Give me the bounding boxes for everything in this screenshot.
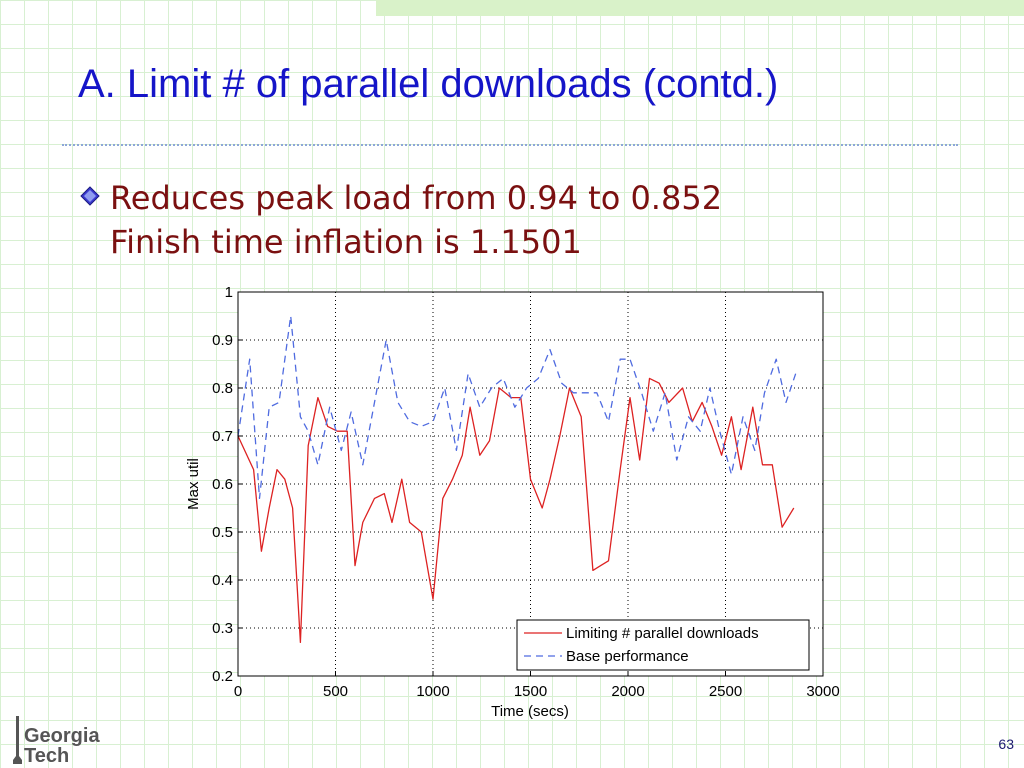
y-tick-label: 0.6 [212,476,233,493]
y-tick-label: 0.8 [212,380,233,397]
bullet-line-1: Reduces peak load from 0.94 to 0.852 [110,179,723,217]
y-tick-label: 0.4 [212,572,233,589]
x-axis-label: Time (secs) [491,703,569,720]
x-tick-label: 3000 [806,683,839,700]
y-tick-label: 0.2 [212,668,233,685]
series-line-limiting [237,377,795,644]
slide-title: A. Limit # of parallel downloads (contd.… [78,62,779,106]
y-tick-label: 1 [225,284,233,301]
x-tick-label: 1500 [514,683,547,700]
legend-label-limiting: Limiting # parallel downloads [566,625,759,642]
bullet-text: Reduces peak load from 0.94 to 0.852 Fin… [110,176,722,264]
georgia-tech-logo: Georgia Tech [13,716,100,767]
axis-ticks: 0 500 1000 1500 2000 2500 3000 0.2 0.3 0.4 0.5 0.6 0… [212,284,840,700]
logo-text-tech: Tech [24,745,69,767]
y-axis-label: Max util [185,458,202,510]
x-tick-label: 1000 [416,683,449,700]
series-line-base [237,315,797,500]
x-tick-label: 2000 [611,683,644,700]
legend: Limiting # parallel downloads Base perfo… [516,619,810,671]
logo-text-georgia: Georgia [24,725,100,747]
title-divider [62,144,958,146]
max-util-chart: 0 500 1000 1500 2000 2500 3000 0.2 0.3 0.4 0.5 0.6 0… [185,284,840,720]
bullet-line-2: Finish time inflation is 1.1501 [110,223,582,261]
series-group [237,315,797,644]
diamond-bullet-icon [80,186,100,206]
x-tick-label: 500 [323,683,348,700]
y-tick-label: 0.9 [212,332,233,349]
legend-box [516,619,810,671]
legend-label-base: Base performance [566,648,689,665]
y-tick-label: 0.5 [212,524,233,541]
page-number: 63 [998,736,1014,752]
x-tick-label: 2500 [709,683,742,700]
top-accent-band [376,0,1024,16]
y-tick-label: 0.7 [212,428,233,445]
chart-container: 0 500 1000 1500 2000 2500 3000 0.2 0.3 0.4 0.5 0.6 0… [170,280,860,720]
y-tick-label: 0.3 [212,620,233,637]
x-tick-label: 0 [234,683,242,700]
